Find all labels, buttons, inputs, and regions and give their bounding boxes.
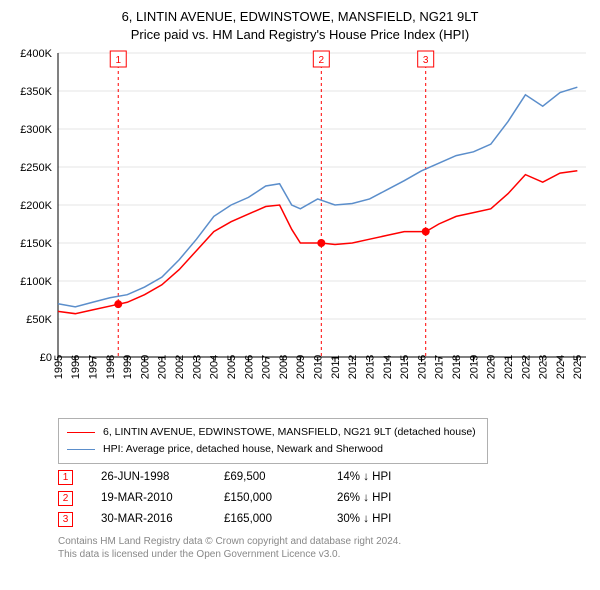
chart-title: 6, LINTIN AVENUE, EDWINSTOWE, MANSFIELD,… [10, 8, 590, 43]
svg-text:1996: 1996 [70, 355, 82, 379]
svg-text:2016: 2016 [416, 355, 428, 379]
svg-text:2025: 2025 [572, 355, 584, 379]
svg-text:2: 2 [319, 55, 325, 66]
legend-row-1: 6, LINTIN AVENUE, EDWINSTOWE, MANSFIELD,… [67, 424, 479, 441]
event-diff-1: 14% ↓ HPI [337, 471, 391, 483]
svg-text:2006: 2006 [243, 355, 255, 379]
svg-text:£150K: £150K [20, 238, 52, 250]
event-date-2: 19-MAR-2010 [101, 492, 196, 504]
svg-text:1: 1 [115, 55, 121, 66]
svg-text:£200K: £200K [20, 200, 52, 212]
svg-text:£50K: £50K [26, 314, 52, 326]
event-row-1: 1 26-JUN-1998 £69,500 14% ↓ HPI [58, 470, 590, 485]
svg-text:2011: 2011 [330, 355, 342, 379]
chart-area: £0 £50K £100K £150K £200K £250K £300K £350K £400… [10, 47, 590, 412]
legend-label-1: 6, LINTIN AVENUE, EDWINSTOWE, MANSFIELD,… [103, 424, 476, 441]
legend-label-2: HPI: Average price, detached house, Newa… [103, 441, 383, 458]
svg-text:2021: 2021 [503, 355, 515, 379]
line-chart-svg: £0 £50K £100K £150K £200K £250K £300K £350K £400… [10, 47, 590, 412]
event-marker-2: 2 [58, 491, 73, 506]
svg-text:1997: 1997 [87, 355, 99, 379]
svg-text:£300K: £300K [20, 124, 52, 136]
svg-text:2012: 2012 [347, 355, 359, 379]
svg-text:£100K: £100K [20, 276, 52, 288]
event-date-1: 26-JUN-1998 [101, 471, 196, 483]
svg-text:£350K: £350K [20, 86, 52, 98]
event-price-3: £165,000 [224, 513, 309, 525]
svg-text:1999: 1999 [122, 355, 134, 379]
legend-row-2: HPI: Average price, detached house, Newa… [67, 441, 479, 458]
svg-text:2002: 2002 [174, 355, 186, 379]
svg-text:2010: 2010 [313, 355, 325, 379]
legend: 6, LINTIN AVENUE, EDWINSTOWE, MANSFIELD,… [58, 418, 488, 464]
footer: Contains HM Land Registry data © Crown c… [58, 535, 590, 562]
title-line2: Price paid vs. HM Land Registry's House … [131, 27, 469, 42]
svg-text:2005: 2005 [226, 355, 238, 379]
svg-text:2003: 2003 [191, 355, 203, 379]
svg-text:2000: 2000 [139, 355, 151, 379]
svg-text:3: 3 [423, 55, 429, 66]
event-marker-3: 3 [58, 512, 73, 527]
svg-text:2024: 2024 [555, 355, 567, 379]
svg-text:£0: £0 [40, 352, 52, 364]
event-diff-2: 26% ↓ HPI [337, 492, 391, 504]
event-price-1: £69,500 [224, 471, 309, 483]
event-price-2: £150,000 [224, 492, 309, 504]
event-row-2: 2 19-MAR-2010 £150,000 26% ↓ HPI [58, 491, 590, 506]
event-marker-1: 1 [58, 470, 73, 485]
svg-text:2013: 2013 [364, 355, 376, 379]
svg-text:1998: 1998 [105, 355, 117, 379]
svg-text:2017: 2017 [434, 355, 446, 379]
svg-text:£400K: £400K [20, 48, 52, 60]
legend-swatch-blue [67, 449, 95, 450]
svg-text:2020: 2020 [486, 355, 498, 379]
svg-text:2023: 2023 [538, 355, 550, 379]
event-date-3: 30-MAR-2016 [101, 513, 196, 525]
svg-text:2009: 2009 [295, 355, 307, 379]
event-row-3: 3 30-MAR-2016 £165,000 30% ↓ HPI [58, 512, 590, 527]
svg-text:£250K: £250K [20, 162, 52, 174]
legend-swatch-red [67, 432, 95, 433]
svg-text:2004: 2004 [209, 355, 221, 379]
svg-text:2019: 2019 [468, 355, 480, 379]
svg-text:2007: 2007 [261, 355, 273, 379]
events-table: 1 26-JUN-1998 £69,500 14% ↓ HPI 2 19-MAR… [58, 470, 590, 527]
svg-text:2008: 2008 [278, 355, 290, 379]
svg-text:2018: 2018 [451, 355, 463, 379]
event-diff-3: 30% ↓ HPI [337, 513, 391, 525]
title-line1: 6, LINTIN AVENUE, EDWINSTOWE, MANSFIELD,… [122, 9, 479, 24]
footer-line2: This data is licensed under the Open Gov… [58, 549, 340, 560]
svg-text:1995: 1995 [53, 355, 65, 379]
svg-text:2001: 2001 [157, 355, 169, 379]
svg-text:2015: 2015 [399, 355, 411, 379]
svg-text:2022: 2022 [520, 355, 532, 379]
svg-text:2014: 2014 [382, 355, 394, 379]
footer-line1: Contains HM Land Registry data © Crown c… [58, 536, 401, 547]
